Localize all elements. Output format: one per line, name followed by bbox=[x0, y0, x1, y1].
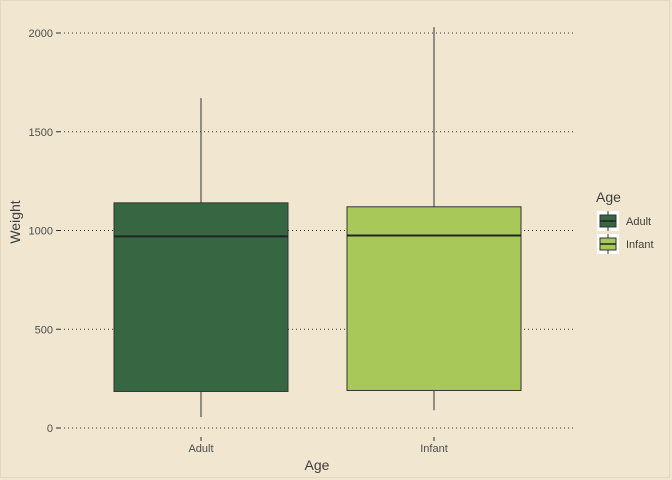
y-axis-title: Weight bbox=[7, 200, 23, 243]
y-axis-ticks: 0 500 1000 1500 2000 bbox=[29, 28, 60, 435]
legend-item-infant: Infant bbox=[597, 234, 654, 254]
legend-label-adult: Adult bbox=[626, 216, 651, 228]
box-layer bbox=[113, 27, 522, 418]
iqr-box-adult bbox=[113, 202, 289, 392]
y-tick-label-0: 0 bbox=[47, 423, 53, 435]
x-axis-title: Age bbox=[305, 457, 330, 473]
x-tick-label-adult: Adult bbox=[188, 443, 213, 455]
y-tick-label-500: 500 bbox=[35, 324, 53, 336]
x-axis-ticks: Adult Infant bbox=[188, 437, 448, 455]
legend-label-infant: Infant bbox=[626, 239, 654, 251]
legend-item-adult: Adult bbox=[597, 211, 651, 231]
x-tick-label-infant: Infant bbox=[420, 443, 448, 455]
iqr-box-infant bbox=[346, 206, 522, 391]
box-infant bbox=[346, 27, 522, 411]
y-tick-label-2000: 2000 bbox=[29, 28, 53, 40]
legend: Age Adult Infant bbox=[596, 189, 654, 254]
legend-title: Age bbox=[596, 189, 621, 205]
y-tick-label-1500: 1500 bbox=[29, 127, 53, 139]
y-tick-label-1000: 1000 bbox=[29, 226, 53, 238]
box-adult bbox=[113, 98, 289, 418]
